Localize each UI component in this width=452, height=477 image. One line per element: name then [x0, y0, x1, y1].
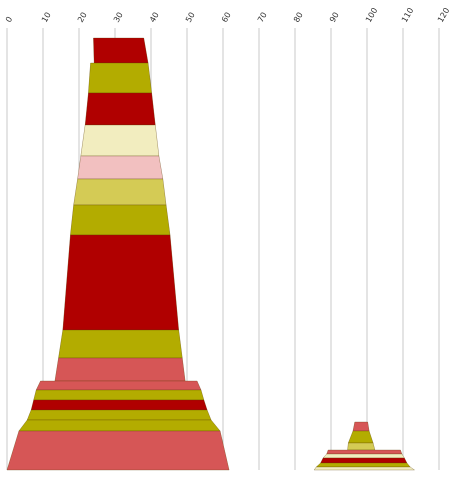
- right-stack-band: [326, 449, 403, 455]
- right-stack-band: [347, 430, 374, 444]
- left-stack-band: [33, 389, 205, 401]
- right-stack-band: [320, 457, 408, 464]
- stacked-shapes: [6, 37, 416, 471]
- right-stack-band: [315, 462, 411, 468]
- axis-tick-label: 90: [328, 11, 341, 24]
- axis-tick-label: 60: [220, 11, 233, 24]
- axis-tick-label: 100: [364, 6, 379, 24]
- axis-tick-label: 30: [112, 11, 125, 24]
- left-stack-band: [6, 430, 230, 471]
- axis-tick-label: 20: [76, 11, 89, 24]
- axis-tick-label: 70: [256, 11, 269, 24]
- left-stack-band: [84, 92, 156, 126]
- left-stack-band: [62, 234, 179, 331]
- axis-tick-label: 110: [400, 6, 415, 24]
- left-stack-band: [70, 204, 171, 236]
- axis-tick-label: 0: [4, 15, 14, 24]
- left-stack-band: [93, 37, 149, 64]
- left-stack-band: [58, 329, 183, 359]
- left-stack-band: [18, 419, 221, 432]
- right-stack: [313, 421, 416, 471]
- left-stack-band: [54, 357, 186, 382]
- left-stack-band: [30, 399, 208, 411]
- axis-tick-label: 120: [436, 6, 451, 24]
- right-stack-band: [347, 442, 376, 451]
- left-stack-band: [35, 380, 202, 391]
- left-stack: [6, 37, 230, 471]
- axis-tick-label: 80: [292, 11, 305, 24]
- left-stack-band: [80, 124, 160, 157]
- axis-tick-label: 50: [184, 11, 197, 24]
- right-stack-band: [322, 453, 405, 459]
- right-stack-band: [313, 466, 416, 471]
- left-stack-band: [77, 155, 164, 180]
- axis-tick-labels: 0 10 20 30 40 50 60 70 80 90 100 110 120: [4, 6, 451, 24]
- left-stack-band: [26, 409, 212, 421]
- right-stack-band: [352, 421, 370, 432]
- axis-tick-label: 10: [40, 11, 53, 24]
- axis-tick-label: 40: [148, 11, 161, 24]
- left-stack-band: [73, 178, 167, 206]
- left-stack-band: [88, 62, 153, 94]
